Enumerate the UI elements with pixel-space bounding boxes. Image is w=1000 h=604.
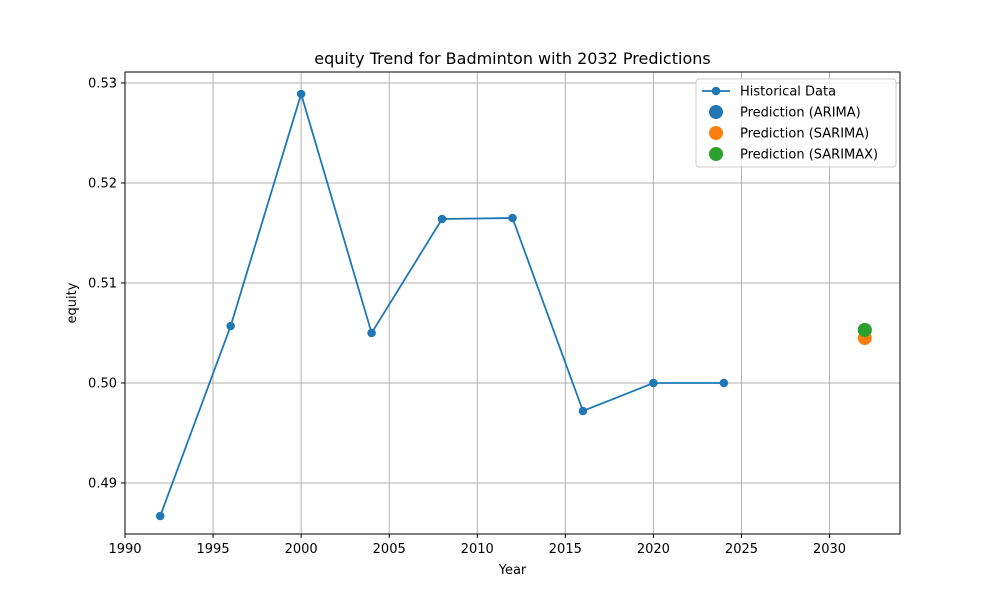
- legend: Historical Data Prediction (ARIMA) Predict…: [695, 78, 897, 168]
- chart-title: equity Trend for Badminton with 2032 Pre…: [314, 49, 710, 68]
- historical-point: [508, 213, 517, 223]
- prediction-point: [857, 323, 872, 337]
- x-axis-label: Year: [498, 563, 527, 578]
- historical-point: [649, 378, 658, 388]
- plot-frame: [124, 71, 901, 535]
- x-tick-label: 2025: [725, 542, 758, 557]
- legend-marker-swatch: [709, 126, 723, 140]
- x-tick-label: 2020: [637, 542, 670, 557]
- legend-item: Prediction (SARIMAX): [709, 147, 878, 163]
- x-tick-label: 1990: [108, 542, 141, 557]
- x-tick-label: 2010: [461, 542, 494, 557]
- legend-marker-swatch: [709, 105, 723, 119]
- y-tick-label: 0.49: [88, 477, 117, 492]
- y-axis-ticks: 0.49 0.50 0.51 0.52 0.53: [88, 77, 125, 492]
- series-3: [857, 323, 872, 337]
- x-tick-label: 2005: [373, 542, 406, 557]
- y-tick-label: 0.52: [88, 177, 117, 192]
- y-axis-label: equity: [65, 282, 80, 323]
- historical-point: [296, 89, 306, 99]
- historical-point: [719, 378, 729, 388]
- legend-item: Prediction (ARIMA): [709, 105, 861, 121]
- legend-marker-swatch: [709, 147, 723, 161]
- historical-point: [367, 328, 376, 338]
- legend-item: Prediction (SARIMA): [709, 126, 869, 142]
- legend-label: Prediction (SARIMAX): [740, 148, 878, 163]
- series-layer: [155, 89, 872, 521]
- historical-point: [226, 321, 235, 331]
- historical-point: [155, 511, 165, 521]
- legend-label: Historical Data: [740, 85, 836, 100]
- legend-item: Historical Data: [702, 85, 836, 100]
- y-tick-label: 0.53: [88, 77, 117, 92]
- series-0: [155, 89, 729, 521]
- x-tick-label: 2030: [813, 542, 846, 557]
- x-tick-label: 2000: [285, 542, 318, 557]
- legend-box: [695, 78, 897, 168]
- historical-point: [437, 214, 447, 224]
- legend-label: Prediction (ARIMA): [740, 106, 861, 121]
- y-tick-label: 0.50: [88, 377, 117, 392]
- legend-items: Historical Data Prediction (ARIMA) Predict…: [702, 85, 878, 163]
- x-tick-label: 2015: [549, 542, 582, 557]
- legend-marker-swatch: [711, 86, 721, 96]
- y-tick-label: 0.51: [88, 277, 117, 292]
- legend-label: Prediction (SARIMA): [740, 127, 869, 142]
- historical-point: [578, 406, 588, 416]
- x-axis-ticks: 1990 1995 2000 2005 2010 2015 2020 2025 2030: [108, 534, 846, 557]
- x-tick-label: 1995: [197, 542, 230, 557]
- historical-line: [159, 90, 724, 517]
